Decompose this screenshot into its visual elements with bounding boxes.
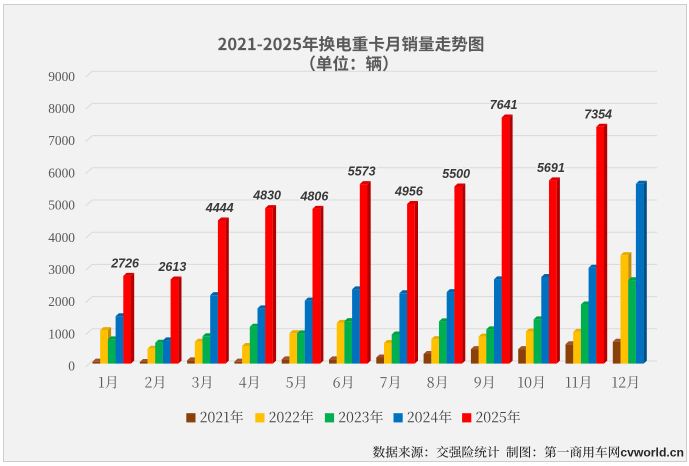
svg-text:4000: 4000 xyxy=(48,230,75,245)
svg-text:0: 0 xyxy=(68,359,75,374)
svg-text:2000: 2000 xyxy=(48,294,75,309)
svg-text:7354: 7354 xyxy=(584,107,612,121)
svg-text:5000: 5000 xyxy=(48,198,75,213)
svg-text:9000: 9000 xyxy=(48,69,75,84)
svg-text:3000: 3000 xyxy=(48,262,75,277)
svg-text:5691: 5691 xyxy=(537,161,565,175)
svg-text:5573: 5573 xyxy=(348,165,376,179)
svg-text:7000: 7000 xyxy=(48,133,75,148)
svg-text:5500: 5500 xyxy=(442,167,470,181)
svg-text:4444: 4444 xyxy=(205,201,234,215)
svg-text:7641: 7641 xyxy=(490,98,518,112)
svg-text:4830: 4830 xyxy=(252,189,281,203)
svg-text:6000: 6000 xyxy=(48,165,75,180)
svg-text:2726: 2726 xyxy=(110,256,140,270)
svg-text:1000: 1000 xyxy=(48,326,75,341)
svg-text:8000: 8000 xyxy=(48,101,75,116)
svg-text:cvworld.cn: cvworld.cn xyxy=(620,446,684,460)
svg-text:4806: 4806 xyxy=(299,189,329,203)
svg-text:4956: 4956 xyxy=(394,185,424,199)
svg-text:2613: 2613 xyxy=(157,260,186,274)
